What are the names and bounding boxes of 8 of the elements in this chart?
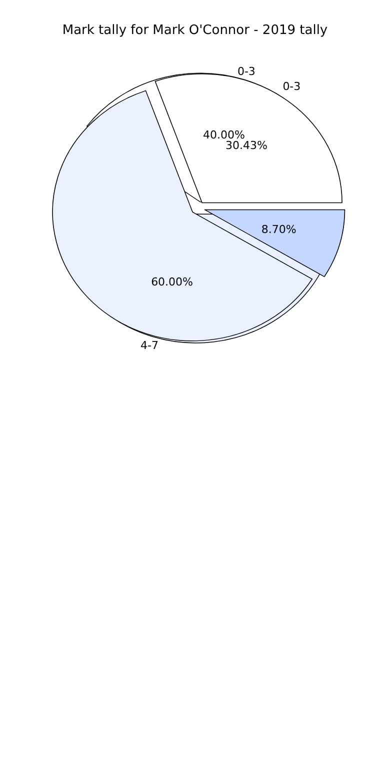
data-label: 8.70% xyxy=(261,222,296,236)
data-label: 30.43% xyxy=(225,138,268,152)
slice-label: 4-7 xyxy=(140,339,159,352)
data-label: 60.00% xyxy=(151,276,194,288)
slice-label: 0-3 xyxy=(282,80,301,93)
chart-title: Mark tally for Mark O'Connor - 2019 tally xyxy=(62,23,328,38)
slice-label: 0-3 xyxy=(237,64,256,78)
data-label: 40.00% xyxy=(202,128,245,142)
